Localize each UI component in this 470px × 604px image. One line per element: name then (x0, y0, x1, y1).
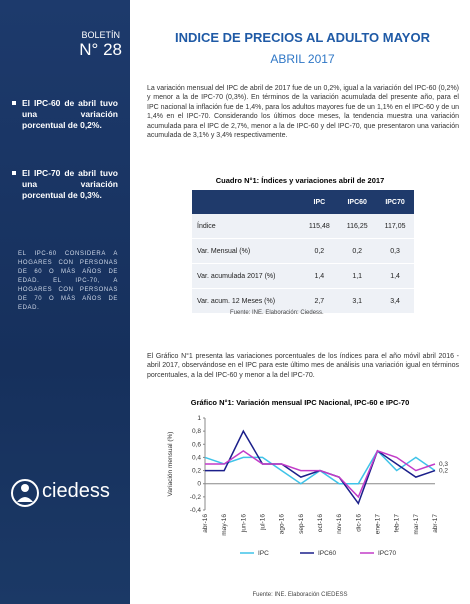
cell: 0,2 (300, 238, 339, 264)
x-tick-label: jul-16 (260, 514, 267, 531)
y-tick-label: 0,6 (192, 441, 201, 448)
y-tick-label: 1 (197, 415, 201, 422)
row: Var. Mensual (%) 0,2 0,2 0,3 (192, 238, 414, 264)
x-tick-label: sep-16 (298, 514, 305, 534)
row-label: Var. acumulada 2017 (%) (192, 263, 301, 289)
y-tick-label: 0,8 (192, 428, 201, 435)
cell: 3,4 (376, 288, 414, 314)
x-tick-label: oct-16 (317, 514, 324, 532)
sidebar (0, 0, 130, 604)
cell: 1,1 (338, 263, 377, 289)
row-label: Var. acum. 12 Meses (%) (192, 288, 301, 314)
header-cell: IPC70 (376, 190, 414, 214)
y-tick-label: 0,2 (192, 468, 201, 475)
x-tick-label: abr-17 (432, 514, 439, 533)
cell: 115,48 (300, 214, 339, 239)
y-axis-label: Variación mensual (%) (167, 432, 174, 497)
header-row: IPC IPC60 IPC70 (192, 190, 414, 214)
row: Var. acum. 12 Meses (%) 2,7 3,1 3,4 (192, 288, 414, 314)
x-tick-label: abr-16 (202, 514, 209, 533)
logo: ciedess (42, 480, 110, 502)
cell: 1,4 (300, 263, 339, 289)
paragraph: La variación mensual del IPC de abril de… (147, 85, 459, 140)
cell: 116,25 (338, 214, 377, 239)
cell: 1,4 (376, 263, 414, 289)
legend-label: IPC60 (318, 550, 336, 557)
cell: 3,1 (338, 288, 377, 314)
series-line (205, 449, 436, 499)
row-label: Var. Mensual (%) (192, 238, 301, 264)
x-tick-label: ago-16 (279, 514, 286, 535)
x-tick-label: dic-16 (355, 514, 362, 532)
data-label: 0,3 (439, 461, 448, 468)
y-tick-label: -0,4 (190, 507, 202, 514)
subtitle: ABRIL 2017 (270, 52, 335, 66)
cell: 0,2 (338, 238, 377, 264)
bulletin-label: BOLETÍN (81, 30, 120, 40)
table-source: Fuente: INE. Elaboración: Ciedess. (230, 310, 324, 316)
x-tick-label: ene-17 (375, 514, 382, 535)
y-tick-label: -0,2 (190, 494, 202, 501)
table-title: Cuadro N°1: Índices y variaciones abril … (215, 176, 385, 185)
logo-icon (11, 479, 39, 507)
header-cell: IPC (300, 190, 339, 214)
y-tick-label: 0,4 (192, 454, 201, 461)
header-cell (192, 190, 301, 214)
x-tick-label: mar-17 (413, 514, 420, 535)
note: EL IPC-60 CONSIDERA A HOGARES CON PERSON… (18, 251, 118, 311)
y-tick-label: 0 (197, 481, 201, 488)
bulletin-number: N° 28 (79, 40, 122, 59)
x-tick-label: nov-16 (336, 514, 343, 534)
title: INDICE DE PRECIOS AL ADULTO MAYOR (175, 30, 430, 45)
cell: 0,3 (376, 238, 414, 264)
paragraph: El Gráfico N°1 presenta las variaciones … (147, 353, 459, 379)
cell: 2,7 (300, 288, 339, 314)
row-label: Índice (192, 214, 301, 239)
chart-source: Fuente: INE. Elaboración CIEDESS (252, 592, 348, 598)
legend-label: IPC70 (378, 550, 396, 557)
x-tick-label: jun-16 (240, 514, 247, 533)
chart: Variación mensual (%) -0,4 -0,2 0 0,2 0,4 0,6 0… (167, 415, 448, 557)
row: Var. acumulada 2017 (%) 1,4 1,1 1,4 (192, 263, 414, 289)
row: Índice 115,48 116,25 117,05 (192, 214, 414, 239)
bullet: El IPC-60 de abril tuvo una variación po… (12, 98, 118, 130)
data-label: 0,2 (439, 468, 448, 475)
chart-title: Gráfico N°1: Variación mensual IPC Nacio… (190, 398, 410, 407)
x-tick-label: may-16 (221, 514, 228, 536)
table: IPC IPC60 IPC70 Índice 115,48 116,25 117,05 Var… (192, 190, 414, 314)
x-tick-label: feb-17 (394, 514, 401, 533)
series-line (205, 429, 436, 506)
bullet: El IPC-70 de abril tuvo una variación po… (12, 168, 118, 200)
legend-label: IPC (258, 550, 269, 557)
cell: 117,05 (376, 214, 414, 239)
header-cell: IPC60 (338, 190, 377, 214)
